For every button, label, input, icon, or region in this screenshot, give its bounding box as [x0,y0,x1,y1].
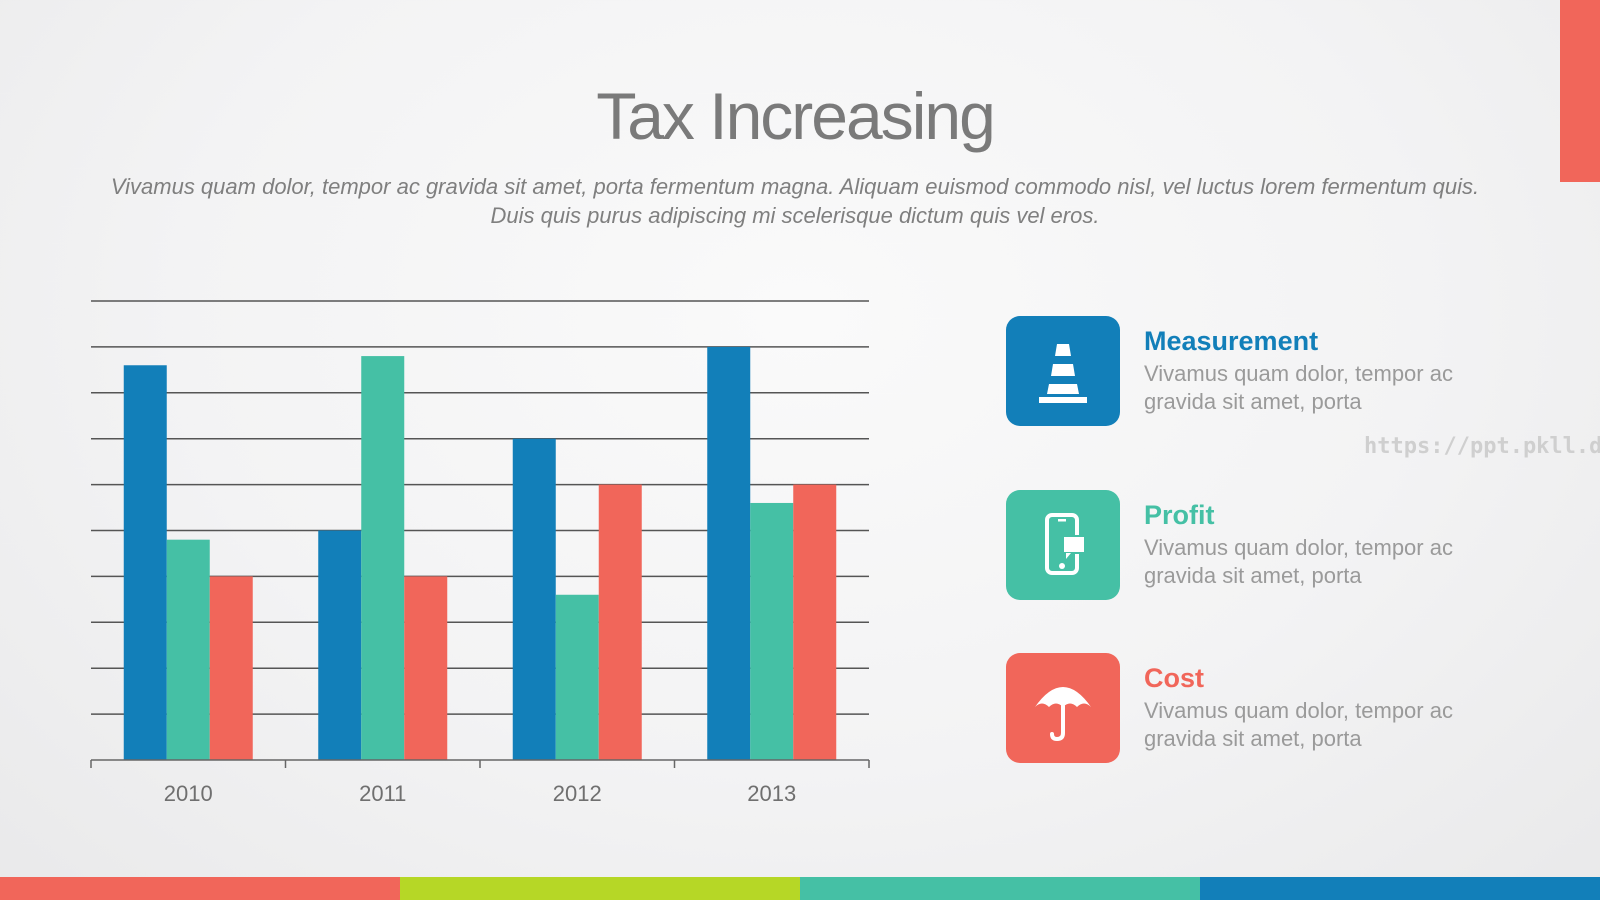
bar [598,484,642,760]
slide-subtitle: Vivamus quam dolor, tempor ac gravida si… [110,174,1480,228]
bar [555,594,599,760]
bar [123,365,167,760]
cost-tile [1006,653,1120,763]
x-tick-label: 2011 [359,781,406,806]
bar [361,356,405,760]
bar [512,438,556,760]
x-tick-label: 2010 [164,781,213,806]
legend-item-measurement: Measurement Vivamus quam dolor, tempor a… [1006,316,1566,428]
profit-tile [1006,490,1120,600]
x-tick-label: 2013 [747,781,796,806]
measurement-tile [1006,316,1120,426]
bottom-bar-segment-coral [0,877,400,900]
legend-description: Vivamus quam dolor, tempor ac gravida si… [1144,535,1453,588]
watermark: https://ppt.pkll.de [1364,434,1600,459]
umbrella-icon [1035,687,1091,742]
bottom-bar-segment-teal [800,877,1200,900]
bottom-bar-segment-blue [1200,877,1600,900]
legend-description: Vivamus quam dolor, tempor ac gravida si… [1144,698,1453,751]
corner-accent [1560,0,1600,182]
bar [404,576,448,760]
x-tick-label: 2012 [553,781,602,806]
bar [318,530,362,760]
bar [166,539,210,760]
legend-description: Vivamus quam dolor, tempor ac gravida si… [1144,361,1453,414]
traffic-cone-icon [1039,344,1087,403]
slide-title: Tax Increasing [596,79,996,153]
bar [209,576,253,760]
legend-item-cost: Cost Vivamus quam dolor, tempor ac gravi… [1006,653,1566,765]
bottom-bar-segment-lime [400,877,800,900]
bar [750,502,794,760]
legend-title: Measurement [1144,326,1319,356]
legend-title: Cost [1144,663,1204,693]
bar [793,484,837,760]
bottom-color-bar [0,877,1600,900]
legend-title: Profit [1144,500,1215,530]
bar [707,346,751,760]
smartphone-chat-icon [1045,513,1086,575]
bar-chart: 2010 2011 2012 2013 [90,300,870,806]
legend-item-profit: Profit Vivamus quam dolor, tempor ac gra… [1006,490,1566,602]
